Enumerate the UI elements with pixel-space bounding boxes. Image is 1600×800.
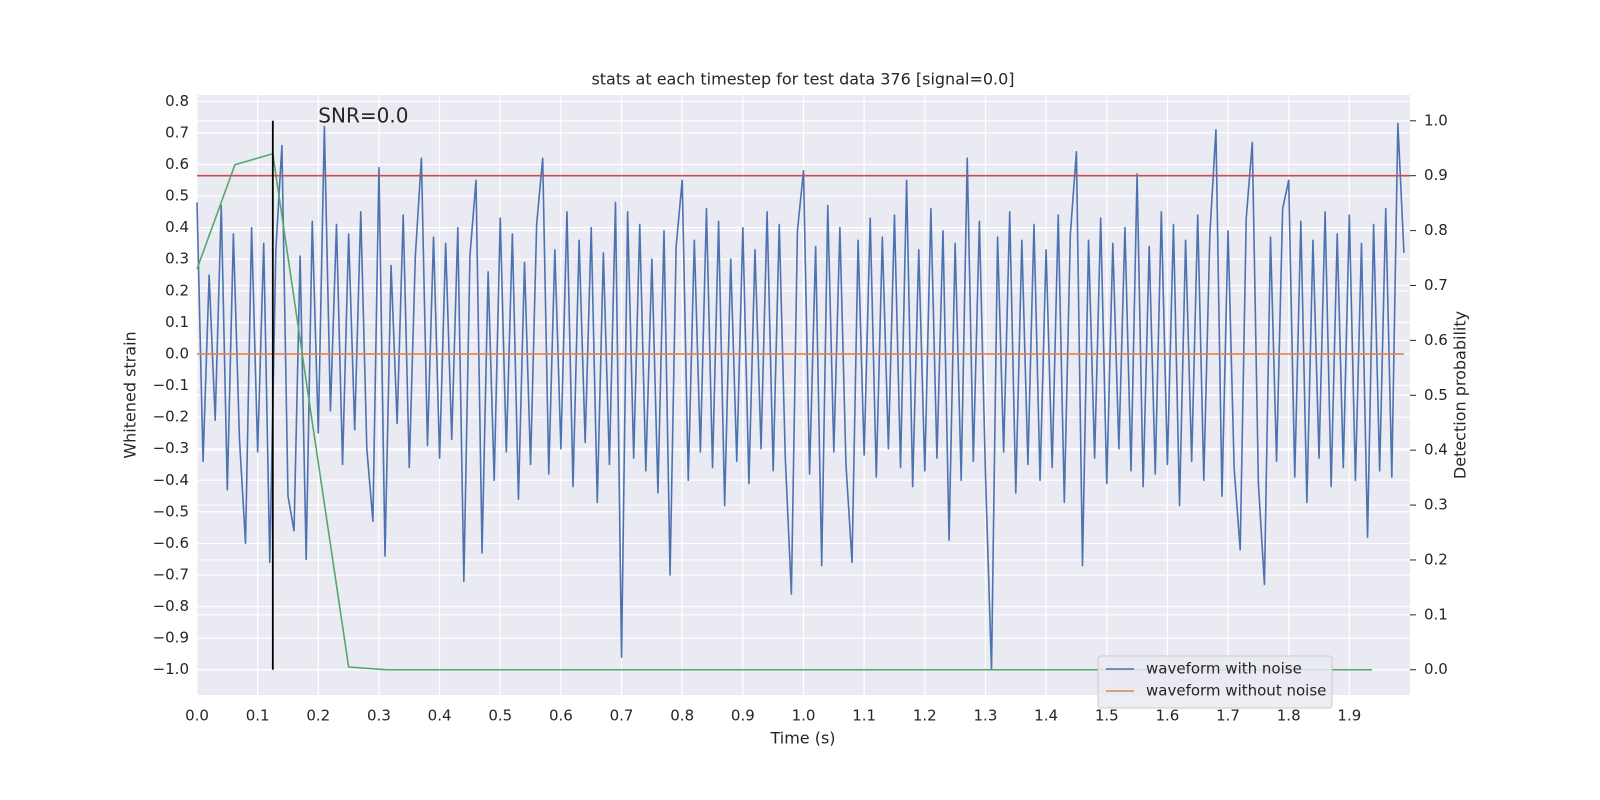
annotation: SNR=0.0 [318,104,408,128]
x-tick-label: 1.0 [792,707,816,725]
y-tick-label: 0.1 [165,313,189,331]
y2-tick-label: 0.4 [1424,441,1448,459]
x-tick-label: 0.1 [246,707,270,725]
y2-tick-label: 0.3 [1424,496,1448,514]
x-tick-label: 1.9 [1337,707,1361,725]
y-tick-label: 0.2 [165,281,189,299]
y2-tick-label: 0.6 [1424,331,1448,349]
x-tick-label: 0.5 [488,707,512,725]
y-tick-label: −0.6 [153,534,189,552]
y2-tick-label: 1.0 [1424,111,1448,129]
x-tick-label: 1.4 [1034,707,1058,725]
y2-axis-label: Detection probability [1451,311,1470,479]
y-tick-label: −1.0 [153,660,189,678]
labels: 0.0 0.1 0.2 0.3 0.4 0.5 0.6 0.7 0.8 0.9 1.0 1.1 1.2 1… [153,92,1448,725]
y2-tick-label: 0.7 [1424,276,1448,294]
y-tick-label: −0.4 [153,471,189,489]
y2-tick-label: 0.8 [1424,221,1448,239]
y-tick-label: −0.1 [153,376,189,394]
y-tick-label: 0.8 [165,92,189,110]
legend-label: waveform with noise [1146,660,1302,678]
legend-box [1097,655,1333,709]
y2-tick-label: 0.1 [1424,605,1448,623]
y-tick-label: 0.4 [165,218,189,236]
y-tick-label: 0.0 [165,344,189,362]
y-tick-label: 0.3 [165,250,189,268]
x-tick-label: 0.7 [610,707,634,725]
y2-tick-label: 0.0 [1424,660,1448,678]
y-tick-label: −0.2 [153,408,189,426]
y-tick-label: 0.7 [165,123,189,141]
x-axis-label: Time (s) [769,729,835,748]
y-tick-label: 0.5 [165,187,189,205]
x-tick-label: 1.2 [913,707,937,725]
legend-label: waveform without noise [1146,682,1326,700]
y-tick-label: 0.6 [165,155,189,173]
y2-tick-label: 0.5 [1424,386,1448,404]
y2-tick-label: 0.2 [1424,550,1448,568]
series-line [196,122,1405,671]
chart-title: stats at each timestep for test data 376… [591,70,1014,89]
x-tick-label: 1.5 [1095,707,1119,725]
y-tick-label: −0.8 [153,597,189,615]
x-tick-label: 0.0 [185,707,209,725]
x-tick-label: 1.6 [1155,707,1179,725]
x-tick-label: 1.1 [852,707,876,725]
x-tick-label: 0.6 [549,707,573,725]
y-tick-label: −0.5 [153,502,189,520]
x-tick-label: 0.8 [670,707,694,725]
y-tick-label: −0.9 [153,629,189,647]
x-tick-label: 0.3 [367,707,391,725]
x-tick-label: 1.7 [1216,707,1240,725]
x-tick-label: 1.3 [974,707,998,725]
y-tick-label: −0.3 [153,439,189,457]
x-tick-label: 0.4 [428,707,452,725]
y-axis-label: Whitened strain [121,331,140,458]
marks [196,120,1410,671]
legend: waveform with noise waveform without nois… [1097,655,1333,709]
x-tick-label: 0.9 [731,707,755,725]
x-tick-label: 0.2 [306,707,330,725]
y2-tick-label: 0.9 [1424,166,1448,184]
y-tick-label: −0.7 [153,566,189,584]
x-tick-label: 1.8 [1277,707,1301,725]
